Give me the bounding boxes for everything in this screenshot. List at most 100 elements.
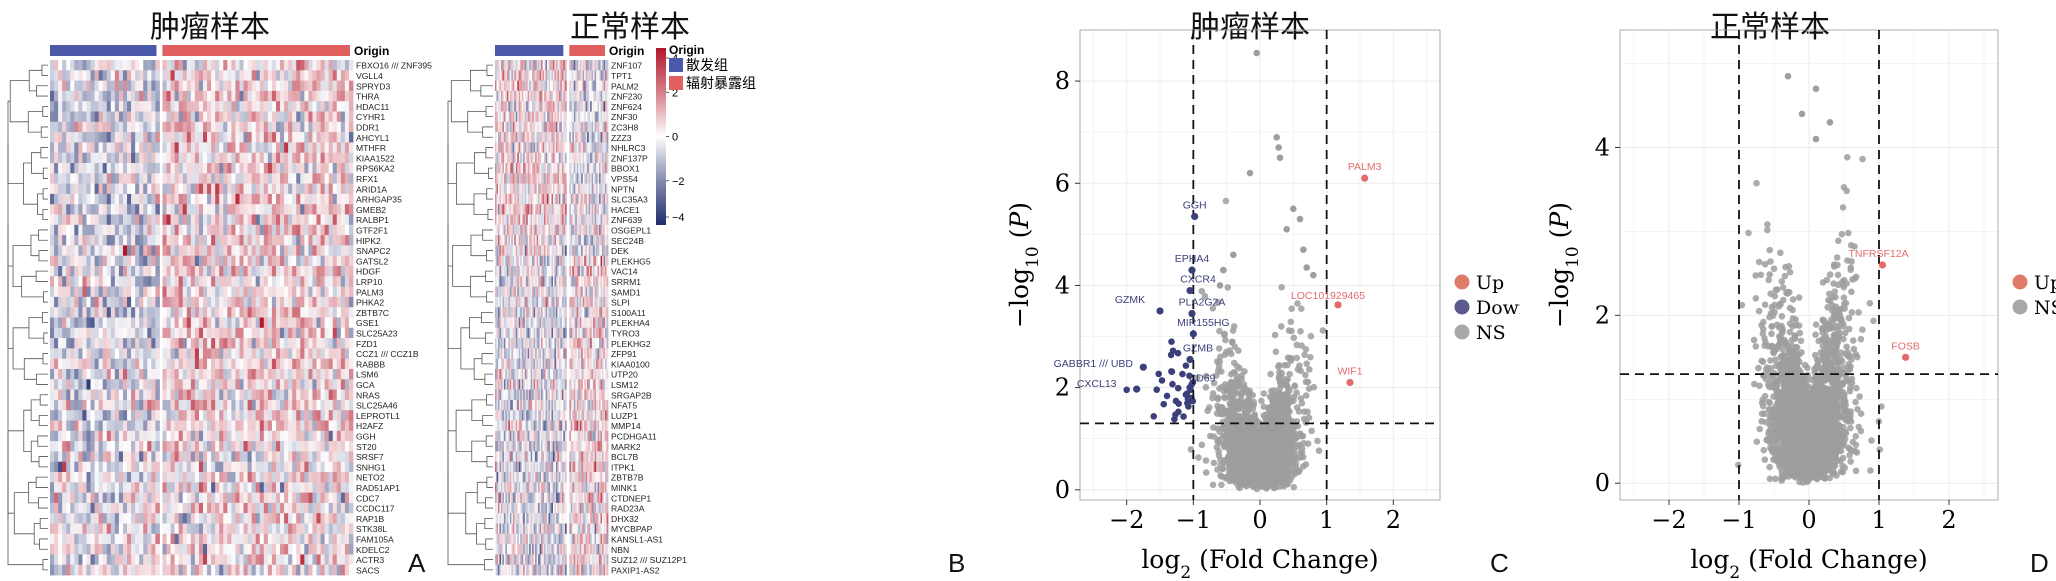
heatmap-cell [259, 451, 265, 463]
heatmap-cell [336, 441, 342, 452]
heatmap-cell [147, 163, 152, 174]
heatmap-cell [529, 90, 532, 102]
heatmap-cell [50, 369, 55, 380]
heatmap-cell [90, 296, 95, 308]
heatmap-cell [590, 132, 593, 143]
heatmap-cell [127, 173, 132, 184]
heatmap-cell [74, 420, 79, 432]
heatmap-cell [542, 80, 545, 92]
heatmap-cell [548, 80, 551, 92]
heatmap-cell [587, 214, 590, 226]
heatmap-normal-svg: OriginZNF107TPT1PALM2ZNF230ZNF624ZNF30ZC… [447, 43, 756, 576]
heatmap-cell [597, 193, 600, 205]
heatmap-cell [596, 163, 598, 174]
heatmap-cell [284, 420, 289, 432]
heatmap-cell [300, 183, 305, 195]
heatmap-cell [74, 121, 79, 133]
heatmap-cell [139, 410, 144, 421]
heatmap-cell [131, 60, 136, 71]
heatmap-cell [106, 482, 112, 493]
heatmap-cell [292, 389, 297, 401]
heatmap-cell [288, 296, 293, 308]
heatmap-cell [551, 111, 554, 123]
heatmap-cell [292, 327, 297, 339]
heatmap-cell [300, 544, 305, 555]
heatmap-cell [280, 338, 285, 349]
heatmap-cell [539, 204, 542, 215]
heatmap-cell [122, 255, 128, 267]
heatmap-cell [131, 307, 136, 318]
heatmap-cell [578, 90, 581, 102]
heatmap-cell [74, 204, 79, 215]
heatmap-cell [271, 348, 277, 360]
heatmap-cell [271, 461, 277, 473]
heatmap-cell [308, 430, 313, 442]
heatmap-cell [336, 523, 342, 535]
heatmap-cell [70, 193, 75, 205]
heatmap-cell [328, 441, 334, 452]
heatmap-cell [66, 224, 71, 236]
heatmap-cell [572, 163, 575, 174]
heatmap-cell [227, 317, 232, 329]
heatmap-cell [300, 152, 305, 164]
heatmap-cell [122, 121, 128, 133]
heatmap-cell [190, 152, 196, 164]
heatmap-cell [280, 183, 285, 195]
heatmap-cell [503, 101, 506, 112]
heatmap-cell [526, 163, 529, 174]
heatmap-cell [62, 523, 67, 535]
heatmap-cell [284, 513, 289, 524]
heatmap-cell [166, 317, 171, 329]
heatmap-cell [66, 461, 71, 473]
heatmap-cell [86, 80, 91, 92]
heatmap-cell [102, 461, 108, 473]
heatmap-cell [288, 90, 293, 102]
heatmap-cell [110, 193, 116, 205]
heatmap-cell [231, 296, 236, 308]
heatmap-cell [558, 163, 561, 174]
heatmap-cell [239, 544, 244, 555]
heatmap-cell [600, 214, 603, 226]
heatmap-cell [259, 70, 265, 81]
heatmap-cell [155, 389, 160, 401]
heatmap-cell [190, 276, 196, 287]
heatmap-cell [573, 163, 576, 174]
heatmap-cell [155, 327, 160, 339]
heatmap-cell [308, 554, 313, 566]
heatmap-cell [576, 70, 579, 81]
heatmap-cell [227, 173, 232, 184]
heatmap-cell [170, 183, 176, 195]
heatmap-cell [280, 80, 285, 92]
heatmap-cell [561, 90, 564, 102]
heatmap-cell [502, 70, 505, 81]
heatmap-cell [564, 90, 567, 102]
heatmap-cell [54, 399, 59, 411]
heatmap-cell [538, 80, 540, 92]
heatmap-cell [558, 193, 561, 205]
heatmap-cell [54, 533, 59, 545]
heatmap-cell [263, 379, 269, 390]
heatmap-cell [54, 369, 59, 380]
heatmap-cell [539, 163, 542, 174]
heatmap-cell [561, 132, 564, 143]
heatmap-cell [62, 193, 67, 205]
heatmap-cell [344, 266, 350, 277]
heatmap-cell [114, 183, 120, 195]
gene-label: RFX1 [356, 174, 378, 184]
heatmap-cell [340, 502, 346, 514]
heatmap-cell [558, 183, 561, 195]
heatmap-cell [312, 513, 317, 524]
heatmap-cell [499, 142, 502, 154]
heatmap-cell [288, 441, 293, 452]
heatmap-cell [590, 70, 593, 81]
heatmap-cell [536, 60, 539, 71]
heatmap-cell [575, 183, 578, 195]
heatmap-cell [328, 255, 334, 267]
heatmap-cell [316, 111, 321, 123]
heatmap-cell [155, 513, 160, 524]
heatmap-cell [135, 235, 140, 246]
heatmap-cell [223, 235, 228, 246]
heatmap-cell [505, 90, 508, 102]
heatmap-cell [118, 121, 124, 133]
heatmap-cell [118, 544, 124, 555]
